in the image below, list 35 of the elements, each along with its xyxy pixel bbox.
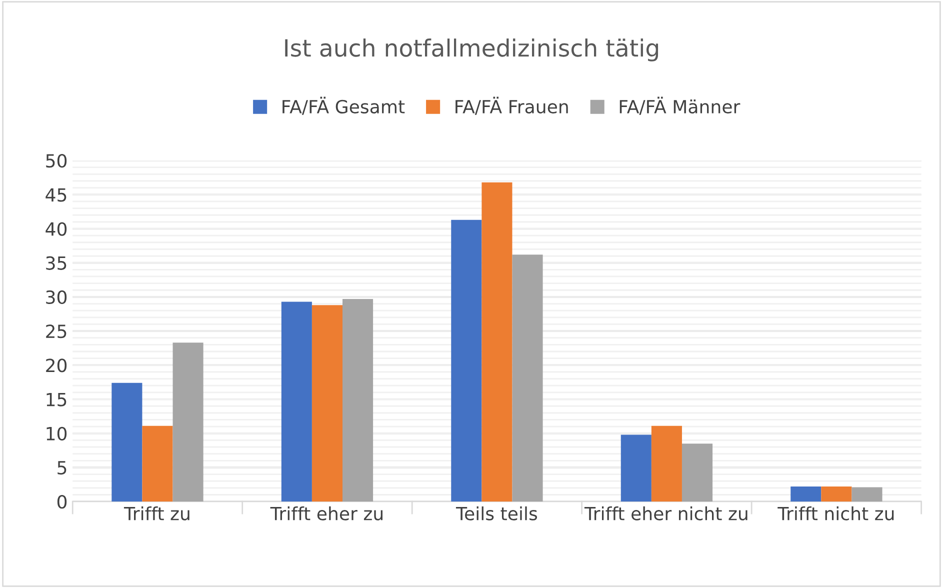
y-tick-label: 35 [46, 256, 66, 270]
bar [821, 486, 852, 502]
legend-label: FA/FÄ Frauen [456, 96, 568, 115]
x-tick-label: Teils teils [456, 506, 538, 520]
bar [172, 342, 204, 502]
bar [651, 426, 682, 502]
bar [281, 302, 312, 502]
bar [682, 444, 713, 502]
x-tick-label: Trifft zu [124, 506, 190, 520]
y-tick-label: 5 [58, 461, 66, 475]
y-tick-label: 50 [46, 154, 67, 168]
bar [142, 426, 173, 502]
y-tick-label: 15 [46, 392, 66, 406]
legend-label: FA/FÄ Männer [620, 96, 740, 115]
x-tick-label: Trifft eher nicht zu [584, 506, 748, 520]
x-tick-label: Trifft eher zu [270, 506, 382, 520]
y-tick-label: 30 [46, 290, 67, 304]
legend-label: FA/FÄ Gesamt [282, 96, 405, 115]
y-tick-label: 40 [46, 222, 67, 236]
y-tick-label: 20 [46, 358, 67, 372]
bar [852, 487, 882, 502]
chart-title: Ist auch notfallmedizinisch tätig [285, 38, 658, 62]
bar [620, 434, 652, 502]
bar [451, 220, 482, 502]
y-tick-label: 0 [57, 495, 67, 509]
y-tick-label: 25 [46, 324, 66, 338]
y-tick-label: 45 [46, 188, 66, 202]
y-tick-label: 10 [46, 426, 67, 440]
x-tick-label: Trifft nicht zu [778, 506, 894, 520]
bar [482, 182, 512, 502]
bar [790, 486, 822, 502]
bar [112, 382, 142, 502]
bar [512, 254, 543, 502]
bar [312, 305, 342, 502]
bar [342, 298, 374, 502]
